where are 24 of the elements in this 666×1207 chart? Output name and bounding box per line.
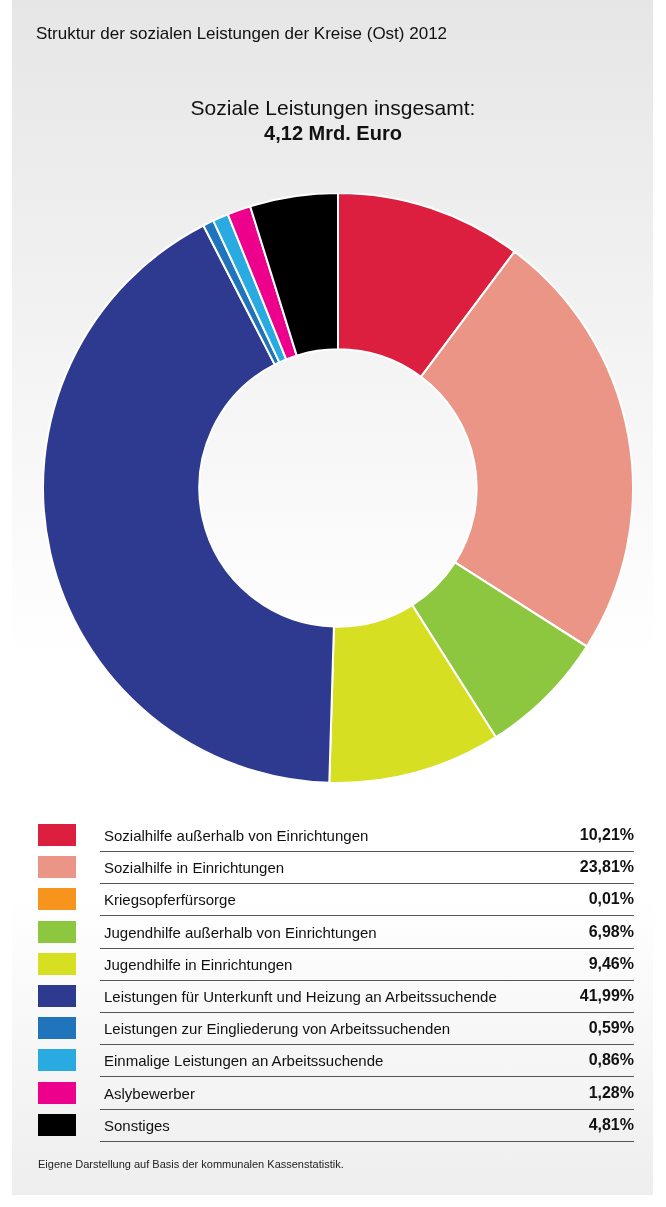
chart-subtitle: Soziale Leistungen insgesamt: [189, 96, 477, 120]
data-label: 41,99% [579, 986, 634, 1005]
data-label: 9,46% [588, 954, 634, 973]
data-label: 0,86% [588, 1051, 634, 1070]
data-label: 0,59% [588, 1019, 634, 1038]
text: Eigene Darstellung auf Basis der kommunalen Kassenstatistik. [38, 1158, 344, 1170]
legend-label: Jugendhilfe in Einrichtungen [104, 955, 293, 973]
data-label: 4,81% [588, 1115, 634, 1134]
chart-title: Struktur der sozialen Leistungen der Kreise (Ost) 2012 [36, 24, 448, 44]
legend-label: Aslybewerber [104, 1084, 195, 1102]
legend-label: Sonstiges [104, 1116, 170, 1134]
data-label: 1,28% [588, 1083, 634, 1102]
data-label: 10,21% [579, 826, 634, 844]
legend-label: Sozialhilfe in Einrichtungen [104, 859, 285, 877]
legend-label: Sozialhilfe außerhalb von Einrichtungen [104, 827, 369, 844]
data-label: 0,01% [588, 890, 634, 909]
legend-label: Einmalige Leistungen an Arbeitssuchende [104, 1052, 384, 1070]
legend-label: Kriegsopferfürsorge [104, 891, 236, 909]
legend-label: Leistungen zur Eingliederung von Arbeitssuchenden [104, 1020, 451, 1038]
text: 4,12 Mrd. Euro [263, 122, 403, 145]
data-label: 23,81% [579, 858, 634, 877]
legend-label: Jugendhilfe außerhalb von Einrichtungen [104, 923, 377, 941]
data-label: 6,98% [588, 922, 634, 941]
legend-label: Leistungen für Unterkunft und Heizung an Arbeitssuchende [104, 987, 497, 1005]
